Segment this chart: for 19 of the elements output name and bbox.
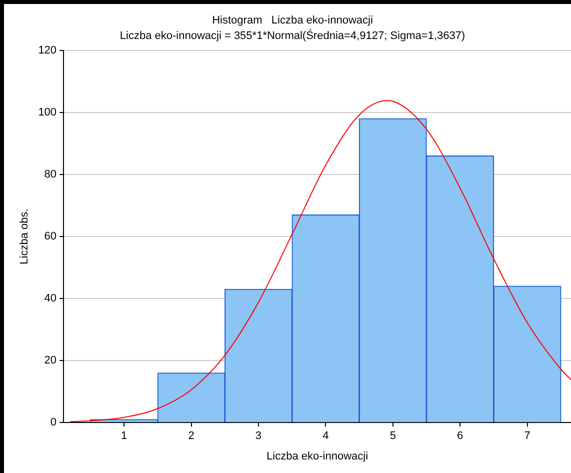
y-tick-label: 80 — [44, 168, 57, 180]
chart-subtitle: Liczba eko-innowacji = 355*1*Normal(Średnia=4,9127; Sigma=1,3637) — [120, 28, 466, 42]
y-tick-label: 0 — [50, 416, 57, 429]
x-tick-label: 1 — [120, 430, 128, 442]
x-tick-label: 2 — [188, 430, 194, 442]
x-tick-label: 3 — [255, 430, 262, 442]
y-tick-label: 100 — [38, 106, 57, 118]
x-tick-label: 6 — [457, 430, 464, 442]
x-tick-label: 7 — [524, 430, 530, 442]
x-tick-label: 5 — [390, 430, 396, 442]
y-tick-label: 20 — [44, 354, 57, 367]
y-tick-label: 60 — [44, 230, 57, 243]
x-axis-title: Liczba eko-innowacji — [266, 450, 368, 462]
line-series — [70, 100, 571, 422]
y-tick-label: 120 — [38, 44, 57, 56]
y-axis-title: Liczba obs. — [18, 208, 31, 264]
x-tick-label: 4 — [322, 430, 329, 442]
chart-title: Histogram Liczba eko-innowacji — [212, 14, 373, 27]
y-tick-label: 40 — [44, 292, 57, 305]
